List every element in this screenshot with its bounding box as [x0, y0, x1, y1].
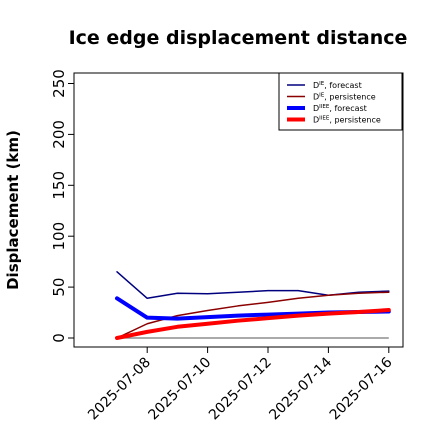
- y-tick-label: 200: [50, 120, 68, 149]
- legend-entry: DIIEE, persistence: [313, 116, 381, 125]
- y-tick-label: 150: [50, 171, 68, 200]
- series-line-4: [115, 308, 391, 340]
- y-tick-label: 50: [50, 278, 68, 297]
- y-axis-label: Displacement (km): [4, 130, 22, 290]
- chart-title: Ice edge displacement distance: [69, 27, 408, 49]
- legend-entry: DIE, persistence: [313, 93, 376, 102]
- plot-frame: [73, 72, 404, 348]
- y-tick-label: 250: [50, 69, 68, 98]
- legend: DIE, forecast DIE, persistence DIIEE, fore…: [278, 72, 403, 131]
- legend-entry: DIIEE, forecast: [313, 104, 367, 113]
- y-tick-label: 100: [50, 222, 68, 251]
- y-tick-label: 0: [50, 333, 68, 343]
- legend-entry: DIE, forecast: [313, 81, 362, 90]
